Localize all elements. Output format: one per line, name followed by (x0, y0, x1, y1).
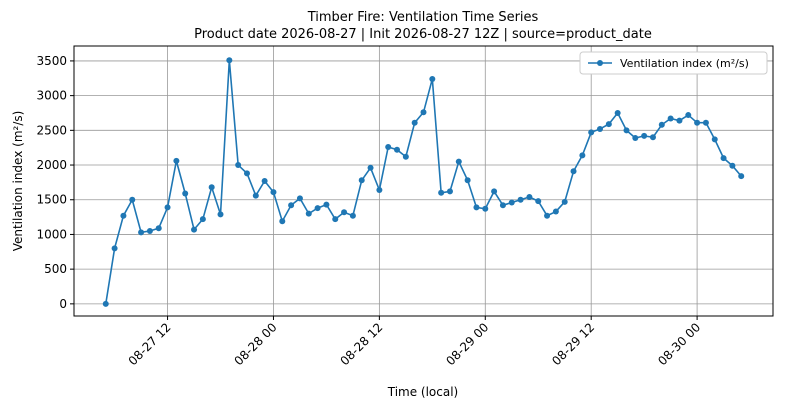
point (332, 216, 339, 223)
y-tick-label: 2500 (36, 123, 67, 137)
point (349, 212, 356, 219)
point (579, 152, 586, 159)
point (526, 193, 533, 200)
point (614, 109, 621, 116)
y-tick-label: 3500 (36, 54, 67, 68)
point (164, 204, 171, 211)
point (605, 121, 612, 128)
point (111, 245, 118, 252)
point (402, 153, 409, 160)
point (561, 198, 568, 205)
plot (102, 57, 745, 307)
point (191, 226, 198, 233)
point (694, 119, 701, 126)
point (685, 112, 692, 119)
point (376, 187, 383, 194)
point (552, 208, 559, 215)
y-tick-label: 2000 (36, 158, 67, 172)
point (314, 205, 321, 212)
point (138, 229, 145, 236)
point (235, 162, 242, 169)
point (199, 216, 206, 223)
point (517, 196, 524, 203)
point (641, 132, 648, 139)
y-tick-label: 1000 (36, 227, 67, 241)
point (323, 201, 330, 208)
point (243, 170, 250, 177)
legend-box (579, 51, 768, 75)
point (597, 125, 604, 132)
legend-label: Ventilation index (m²/s) (620, 57, 749, 70)
point (146, 227, 153, 234)
point (720, 155, 727, 162)
point (491, 188, 498, 195)
y-axis-label: Ventilation index (m²/s) (11, 111, 25, 252)
point (279, 218, 286, 225)
point (217, 211, 224, 218)
point (588, 129, 595, 136)
legend-marker (597, 60, 603, 66)
y-tick-label: 500 (44, 262, 67, 276)
point (120, 212, 127, 219)
point (208, 184, 215, 191)
point (455, 158, 462, 165)
point (473, 204, 480, 211)
point (632, 134, 639, 141)
point (729, 162, 736, 169)
point (667, 115, 674, 122)
plot-frame (73, 45, 774, 317)
point (570, 168, 577, 175)
point (676, 117, 683, 124)
point (711, 136, 718, 143)
point (296, 195, 303, 202)
point (544, 212, 551, 219)
point (129, 196, 136, 203)
point (305, 210, 312, 217)
point (535, 198, 542, 205)
grid (74, 46, 773, 316)
point (446, 188, 453, 195)
point (658, 121, 665, 128)
point (420, 109, 427, 116)
point (385, 143, 392, 150)
point (482, 205, 489, 212)
point (270, 189, 277, 196)
point (182, 190, 189, 197)
point (358, 177, 365, 184)
x-axis-label: Time (local) (387, 385, 459, 399)
point (738, 173, 745, 180)
y-tick-label: 1500 (36, 193, 67, 207)
point (341, 209, 348, 216)
point (411, 119, 418, 126)
point (102, 300, 109, 307)
point (173, 157, 180, 164)
y-tick-label: 3000 (36, 89, 67, 103)
point (438, 189, 445, 196)
point (288, 202, 295, 209)
point (499, 202, 506, 209)
point (508, 199, 515, 206)
point (252, 192, 259, 199)
point (464, 177, 471, 184)
point (155, 225, 162, 232)
point (226, 57, 233, 64)
chart-subtitle: Product date 2026-08-27 | Init 2026-08-2… (194, 27, 652, 42)
point (394, 146, 401, 153)
point (623, 127, 630, 134)
chart-title: Timber Fire: Ventilation Time Series (307, 10, 539, 25)
point (367, 164, 374, 171)
y-tick-label: 0 (59, 297, 67, 311)
point (261, 178, 268, 184)
point (429, 75, 436, 82)
point (649, 134, 656, 141)
point (702, 119, 709, 126)
